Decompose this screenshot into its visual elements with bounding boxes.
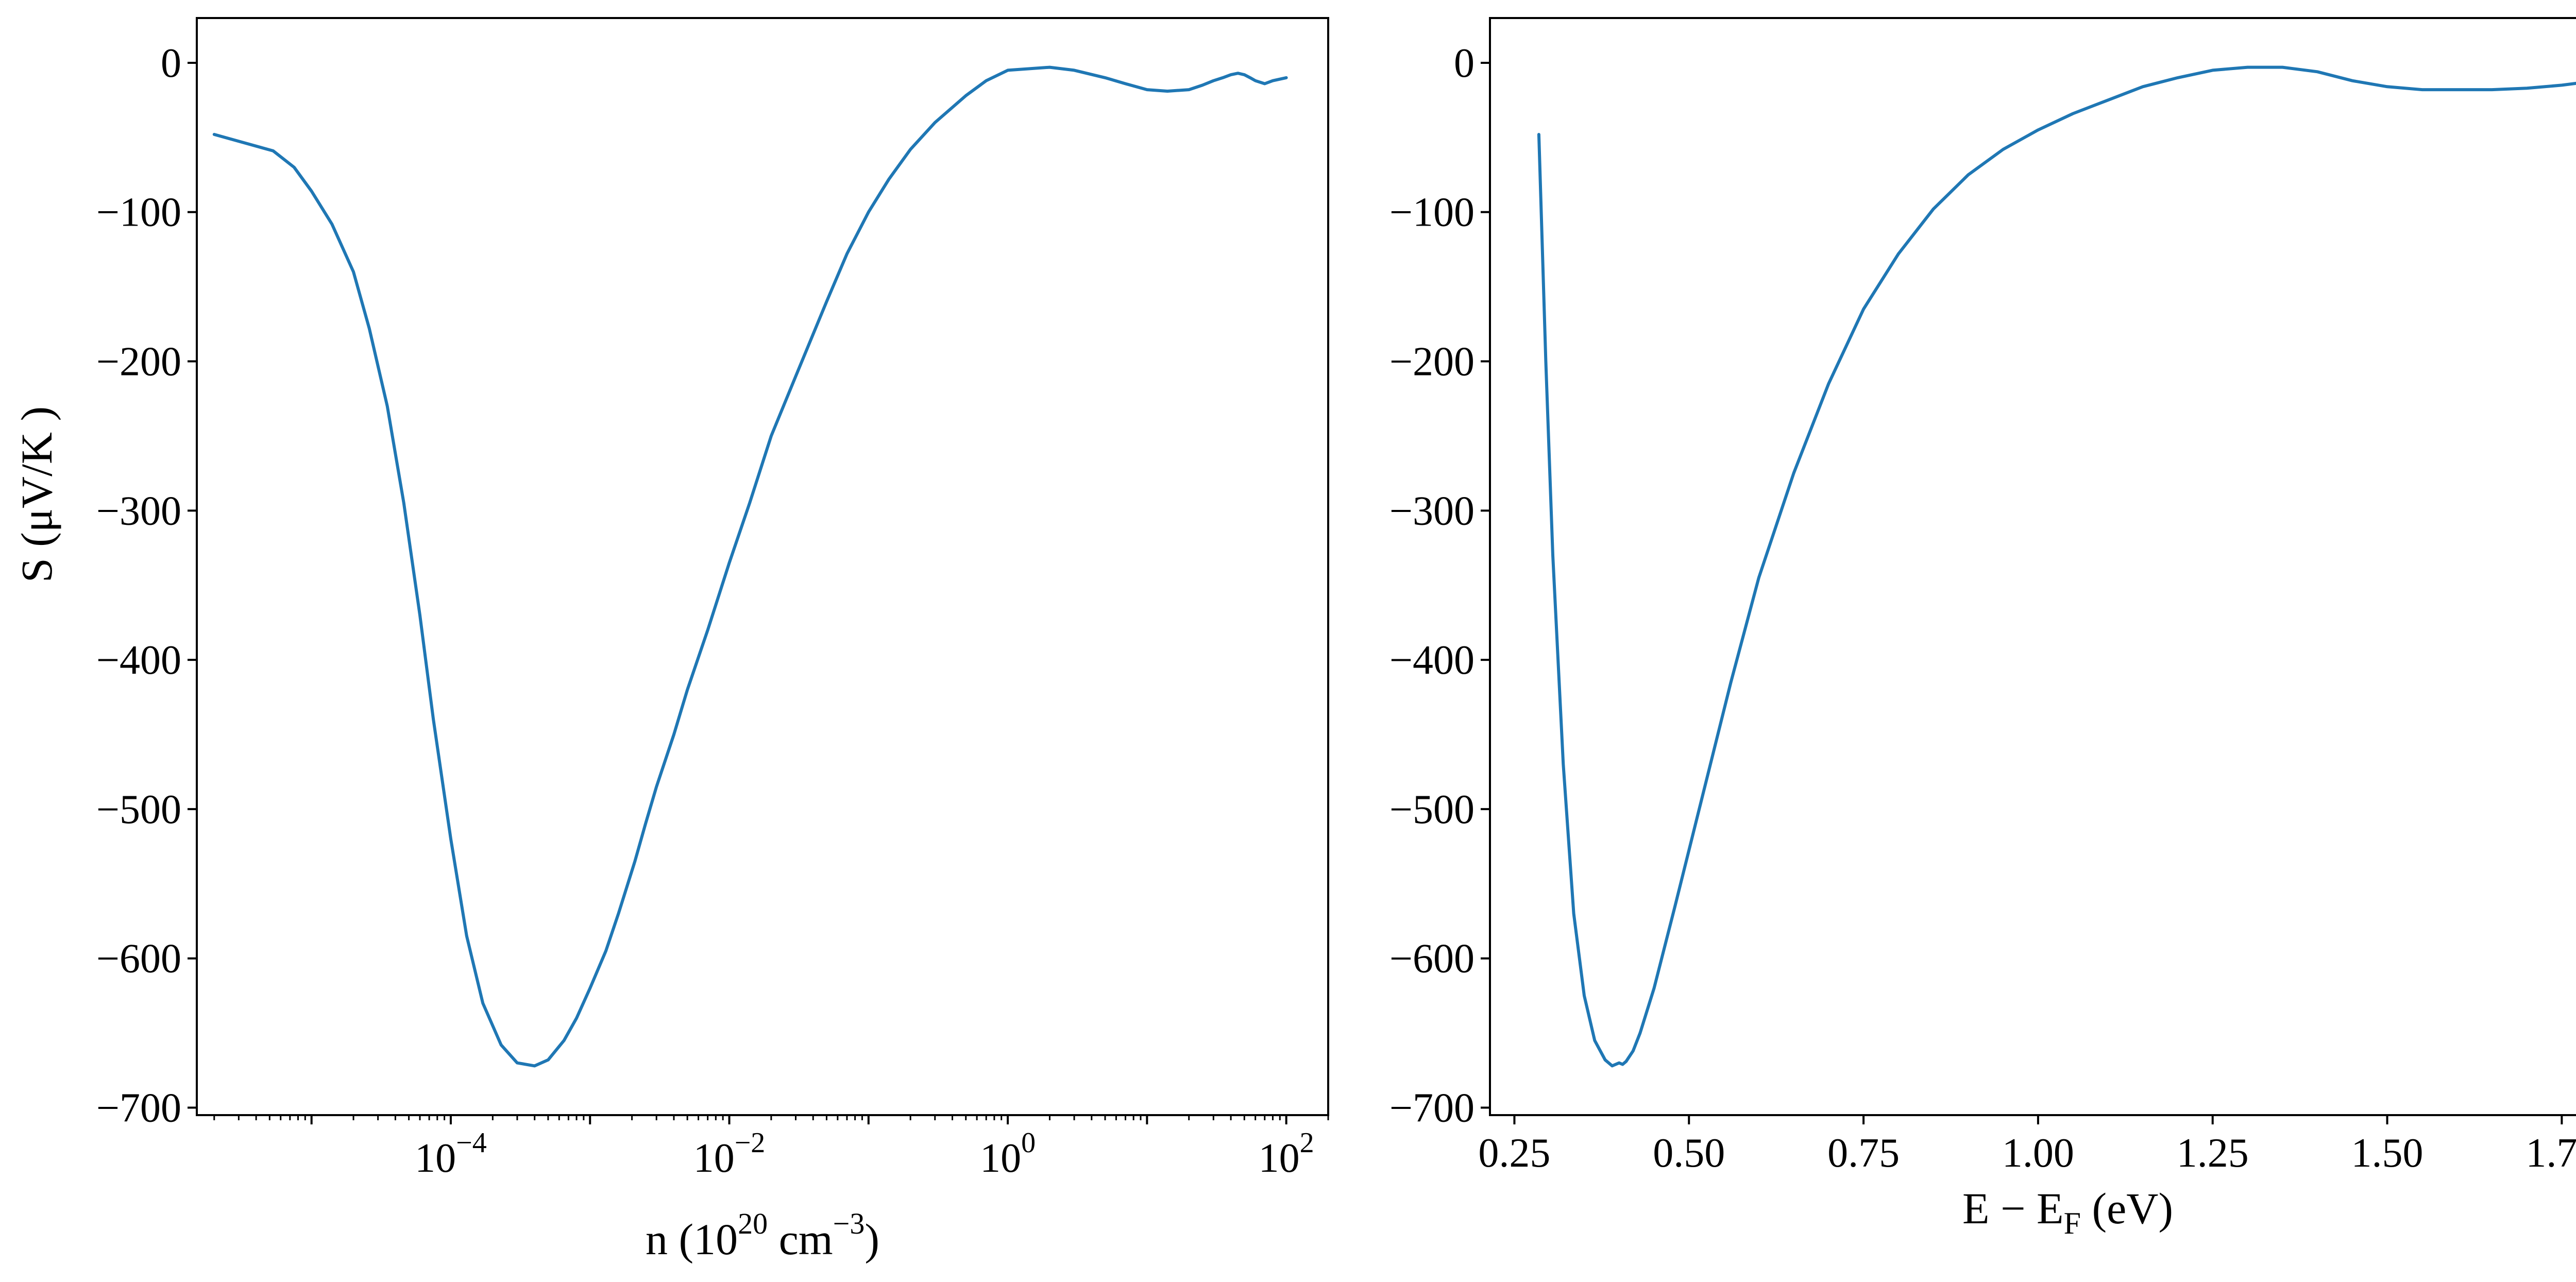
- x-tick-label: 1.25: [2177, 1131, 2249, 1176]
- x-tick-label: 0.75: [1827, 1131, 1900, 1176]
- y-tick-label: −400: [96, 638, 181, 683]
- y-tick-label: −300: [96, 488, 181, 534]
- y-tick-label: −600: [96, 936, 181, 982]
- y-tick-label: −700: [96, 1086, 181, 1131]
- panel-carrier-concentration: 0 −100 −200 −300 −400 −500 −600 −700 10−4 10−2 100…: [12, 17, 1329, 1264]
- x-tick-label: 1.75: [2526, 1131, 2576, 1176]
- x-axis-label: n (1020 cm−3): [646, 1207, 879, 1264]
- plot-frame: [196, 17, 1329, 1116]
- series-line: [212, 65, 1288, 1068]
- x-tick-label: 1.00: [2002, 1131, 2074, 1176]
- plot-frame: [1489, 17, 2576, 1116]
- y-tick-label: 0: [1454, 41, 1475, 86]
- series-line: [1537, 65, 2576, 1068]
- y-axis-label: S (μV/K ): [12, 406, 61, 583]
- y-tick-label: −500: [96, 787, 181, 832]
- x-tick-label: 10−2: [693, 1127, 766, 1181]
- y-tick-label: −200: [1389, 339, 1475, 385]
- y-tick-label: −700: [1389, 1086, 1475, 1131]
- x-tick-label: 102: [1259, 1127, 1314, 1181]
- y-tick-label: −600: [1389, 936, 1475, 982]
- y-tick-label: −200: [96, 339, 181, 385]
- x-tick-label: 0.50: [1653, 1131, 1725, 1176]
- y-tick-label: −500: [1389, 787, 1475, 832]
- y-tick-label: −100: [96, 190, 181, 235]
- x-tick-label: 1.50: [2351, 1131, 2424, 1176]
- x-tick-label: 100: [980, 1127, 1036, 1181]
- y-tick-label: −100: [1389, 190, 1475, 235]
- y-tick-label: 0: [161, 41, 181, 86]
- y-tick-label: −400: [1389, 638, 1475, 683]
- x-tick-label: 0.25: [1478, 1131, 1550, 1176]
- x-tick-label: 10−4: [415, 1127, 487, 1181]
- x-axis-label: E − EF (eV): [1962, 1184, 2173, 1240]
- y-tick-label: −300: [1389, 488, 1475, 534]
